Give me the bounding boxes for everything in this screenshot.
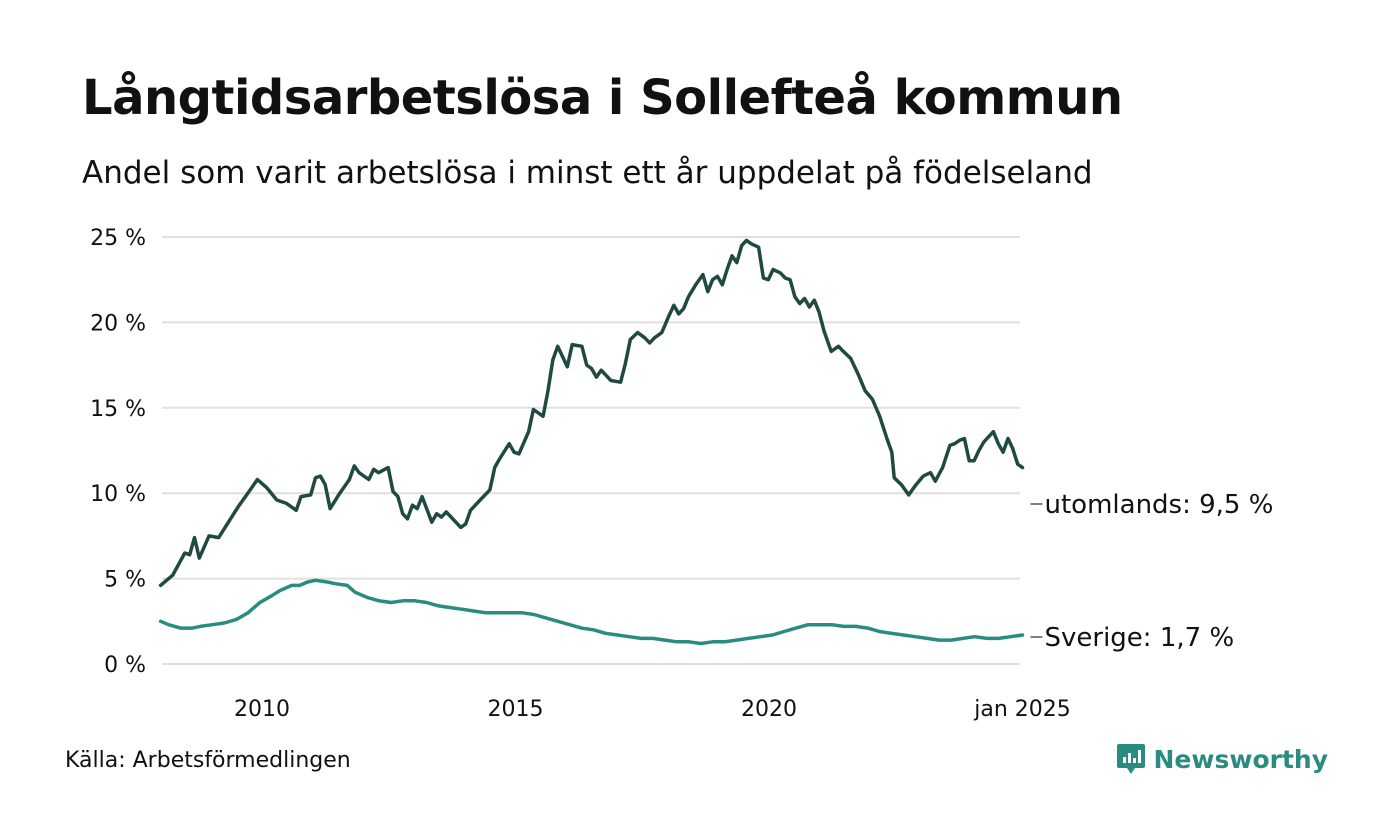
y-tick-label: 20 % — [90, 311, 146, 336]
newsworthy-brand: Newsworthy — [1116, 742, 1329, 776]
y-tick-label: 15 % — [90, 397, 146, 422]
chart-title: Långtidsarbetslösa i Sollefteå kommun — [82, 70, 1123, 126]
newsworthy-logo-icon — [1116, 744, 1145, 774]
series-line-sverige — [158, 578, 1025, 646]
x-axis-tick-labels: 2010 2015 2020 jan 2025 — [234, 697, 1071, 722]
x-tick-label: 2015 — [488, 697, 544, 722]
y-tick-label: 25 % — [90, 226, 146, 251]
source-note: Källa: Arbetsförmedlingen — [65, 748, 351, 773]
chart-subtitle: Andel som varit arbetslösa i minst ett å… — [82, 155, 1093, 191]
end-label-sverige: Sverige: 1,7 % — [1045, 623, 1235, 653]
brand-name: Newsworthy — [1153, 744, 1329, 774]
end-label-utomlands: utomlands: 9,5 % — [1045, 490, 1274, 520]
x-tick-label: 2020 — [741, 697, 797, 722]
y-tick-label: 10 % — [90, 482, 146, 507]
x-tick-label: 2010 — [234, 697, 290, 722]
series-line-utomlands — [158, 238, 1025, 588]
y-tick-label: 0 % — [104, 653, 146, 678]
y-tick-label: 5 % — [104, 568, 146, 593]
series-lines — [158, 238, 1025, 646]
x-tick-label: jan 2025 — [973, 697, 1071, 722]
end-labels: utomlands: 9,5 % Sverige: 1,7 % — [1030, 490, 1274, 653]
y-axis-tick-labels: 0 % 5 % 10 % 15 % 20 % 25 % — [90, 226, 146, 678]
